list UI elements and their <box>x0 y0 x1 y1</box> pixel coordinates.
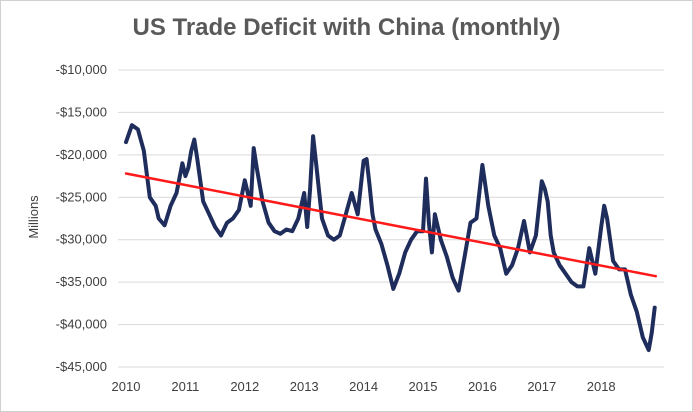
y-tick-label: -$10,000 <box>56 62 107 77</box>
x-tick-label: 2015 <box>409 379 438 394</box>
series-layer <box>124 123 658 352</box>
x-tick-label: 2010 <box>112 379 141 394</box>
x-tick-label: 2012 <box>230 379 259 394</box>
y-tick-label: -$25,000 <box>56 189 107 204</box>
y-tick-label: -$30,000 <box>56 232 107 247</box>
x-tick-label: 2018 <box>587 379 616 394</box>
y-tick-label: -$15,000 <box>56 104 107 119</box>
deficit-series-line <box>124 123 657 352</box>
x-tick-label: 2017 <box>527 379 556 394</box>
x-tick-label: 2016 <box>468 379 497 394</box>
y-axis-label: Millions <box>26 195 41 239</box>
y-tick-labels: -$10,000 -$15,000 -$20,000 -$25,000 -$30,000… <box>56 62 107 374</box>
x-tick-label: 2013 <box>290 379 319 394</box>
grid-layer <box>118 69 664 368</box>
y-tick-label: -$40,000 <box>56 317 107 332</box>
chart-title: US Trade Deficit with China (monthly) <box>132 14 561 41</box>
y-tick-label: -$45,000 <box>56 359 107 374</box>
x-tick-labels: 2010 2011 2012 2013 2014 2015 2016 2017 2018 <box>112 379 616 394</box>
y-tick-label: -$20,000 <box>56 147 107 162</box>
x-tick-label: 2014 <box>349 379 378 394</box>
x-tick-label: 2011 <box>171 379 199 394</box>
y-tick-label: -$35,000 <box>56 274 107 289</box>
trend-line <box>124 172 658 278</box>
